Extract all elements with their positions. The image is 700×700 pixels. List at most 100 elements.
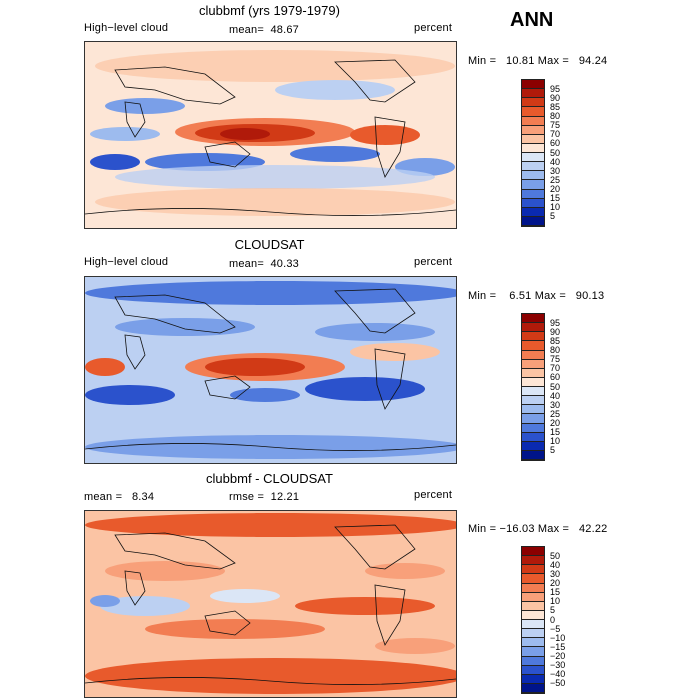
colorbar-swatch (522, 323, 544, 333)
colorbar-swatch (522, 116, 544, 126)
colorbar-tick-label: 75 (550, 354, 561, 365)
panel2-units: percent (414, 256, 453, 268)
colorbar-tick-label: 30 (550, 399, 561, 410)
colorbar-swatch (522, 638, 544, 648)
colorbar-swatch (522, 207, 544, 217)
colorbar-swatch (522, 368, 544, 378)
colorbar-tick-label: 70 (550, 363, 561, 374)
colorbar-tick-label: −20 (550, 651, 566, 661)
colorbar-swatch (522, 134, 544, 144)
panel2-min-value: 6.51 (509, 290, 532, 302)
colorbar-swatch (522, 665, 544, 675)
colorbar-tick-label: 75 (550, 120, 561, 131)
colorbar-tick-label: −30 (550, 660, 566, 671)
colorbar-swatch (522, 198, 544, 208)
colorbar-tick-label: 10 (550, 596, 561, 607)
panel3-units: percent (414, 489, 453, 501)
colorbar-swatch (522, 107, 544, 117)
colorbar-tick-label: 30 (550, 165, 561, 176)
colorbar-tick-label: 10 (550, 202, 561, 213)
colorbar-swatch (522, 583, 544, 593)
colorbar-tick-label: 15 (550, 587, 561, 598)
colorbar-tick-label: 80 (550, 111, 561, 121)
colorbar-swatch (522, 171, 544, 181)
colorbar-swatch (522, 432, 544, 442)
colorbar-tick-label: 10 (550, 436, 561, 447)
colorbar-swatch (522, 80, 544, 90)
panel2-mean: mean= 40.33 (229, 258, 299, 270)
colorbar-tick-label: 5 (550, 445, 556, 456)
colorbar-tick-label: 30 (550, 568, 561, 579)
colorbar-tick-label: 85 (550, 335, 561, 346)
colorbar-swatch (522, 620, 544, 630)
colorbar-tick-label: −15 (550, 641, 566, 652)
panel3-mean: mean = 8.34 (84, 491, 154, 503)
colorbar-swatch (522, 89, 544, 99)
panel3-map-field (85, 511, 456, 697)
panel3-mean-value: 8.34 (131, 491, 155, 503)
panel2-max-label: Max = (534, 290, 566, 302)
colorbar-tick-label: 5 (550, 605, 556, 616)
colorbar-tick-label: 40 (550, 156, 561, 167)
colorbar-tick-label: 80 (550, 345, 561, 355)
panel3-max-value: 42.22 (578, 523, 608, 535)
colorbar-tick-label: −40 (550, 669, 566, 680)
colorbar-swatch (522, 216, 544, 226)
colorbar-swatch (522, 574, 544, 584)
colorbar-tick-label: 5 (550, 211, 556, 222)
panel3-minmax: Min = −16.03 Max = 42.22 (468, 523, 607, 535)
panel1-min-label: Min = (468, 55, 497, 67)
panel3-min-value: −16.03 (499, 523, 535, 535)
colorbar-swatch (522, 125, 544, 135)
colorbar-swatch (522, 405, 544, 415)
panel2-colorbar: 95 90 85 80 75 70 60 50 40 30 25 20 15 10 5 (521, 313, 560, 461)
panel3-max-label: Max = (537, 523, 570, 535)
colorbar-tick-label: 0 (550, 614, 556, 625)
colorbar-tick-label: 90 (550, 92, 561, 103)
colorbar-tick-label: 95 (550, 83, 561, 94)
panel1-title: clubbmf (yrs 1979-1979) (199, 3, 340, 18)
colorbar-swatch (522, 565, 544, 575)
panel1-mean: mean= 48.67 (229, 24, 299, 36)
colorbar-tick-label: 20 (550, 184, 561, 194)
panel3-colorbar: 50 40 30 20 15 10 5 0 −5 −10 −15 −20 −30 −40 −50 (521, 546, 565, 694)
colorbar-tick-label: 50 (550, 550, 561, 561)
colorbar-swatch (522, 601, 544, 611)
panel2-minmax: Min = 6.51 Max = 90.13 (468, 290, 604, 302)
colorbar-tick-label: 40 (550, 559, 561, 570)
colorbar-swatch (522, 341, 544, 351)
panel3-title: clubbmf - CLOUDSAT (206, 471, 333, 486)
panel1-max-value: 94.24 (578, 55, 608, 67)
colorbar-swatch (522, 610, 544, 620)
panel1-mean-value: 48.67 (270, 24, 299, 36)
colorbar-tick-label: 70 (550, 129, 561, 140)
panel2-min-label: Min = (468, 290, 497, 302)
panel1-colorbar: 95 90 85 80 75 70 60 50 40 30 25 20 15 10 5 (521, 79, 560, 227)
colorbar-tick-label: 90 (550, 326, 561, 337)
colorbar-swatch (522, 387, 544, 397)
panel2-mean-value: 40.33 (270, 258, 299, 270)
colorbar-swatch (522, 359, 544, 369)
colorbar-swatch (522, 674, 544, 684)
colorbar-tick-label: 85 (550, 101, 561, 112)
panel3-min-label: Min = (468, 523, 497, 535)
panel2-map-field (85, 277, 456, 463)
colorbar-tick-label: 15 (550, 427, 561, 438)
colorbar-swatch (522, 656, 544, 666)
colorbar-swatch (522, 423, 544, 433)
colorbar-tick-label: 15 (550, 193, 561, 204)
colorbar-swatch (522, 647, 544, 657)
panel2-map (84, 276, 457, 464)
colorbar-tick-label: 60 (550, 138, 561, 149)
panel3-rmse-value: 12.21 (270, 491, 300, 503)
colorbar-swatch (522, 162, 544, 172)
colorbar-tick-label: 20 (550, 418, 561, 428)
panel1-max-label: Max = (537, 55, 570, 67)
panel1-map (84, 41, 457, 229)
panel3-rmse: rmse = 12.21 (229, 491, 299, 503)
colorbar-swatch (522, 441, 544, 451)
colorbar-swatch (522, 414, 544, 424)
panel2-variable-label: High−level cloud (84, 256, 169, 268)
panel2-max-value: 90.13 (575, 290, 605, 302)
colorbar-swatch (522, 592, 544, 602)
